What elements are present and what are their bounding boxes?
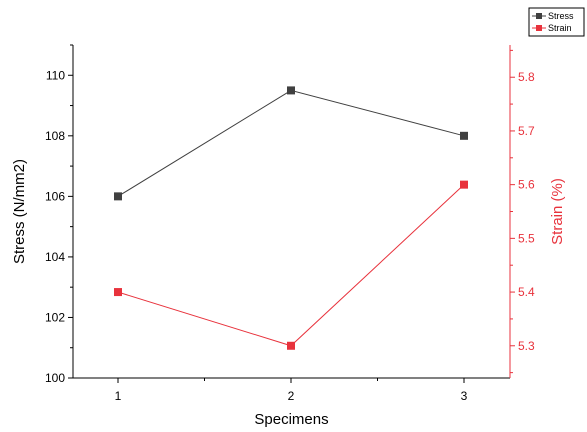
series-strain [114, 180, 468, 350]
y-right-tick-label: 5.3 [518, 339, 535, 353]
legend-marker [536, 13, 542, 19]
series-line-stress [117, 89, 465, 197]
y-left-tick-label: 108 [45, 129, 65, 143]
chart-series [114, 86, 468, 350]
x-tick-label: 1 [115, 389, 122, 403]
x-tick-label: 3 [461, 389, 468, 403]
data-point-strain [460, 180, 468, 189]
y-left-tick-label: 102 [45, 310, 65, 324]
y-left-tick-label: 104 [45, 250, 65, 264]
y-left-tick-label: 110 [46, 68, 65, 82]
legend-box [528, 7, 585, 37]
series-line-strain [117, 184, 465, 347]
legend-entry-stress: Stress [532, 11, 574, 21]
legend-label: Strain [548, 23, 572, 33]
legend-marker [536, 25, 542, 31]
x-tick-label: 2 [288, 389, 295, 403]
y-axis-left-title: Stress (N/mm2) [11, 159, 28, 264]
chart-axes: 1 2 3 100 102 104 106 108 110 5.3 5.4 5.5 5.6 5.7 5.8 [45, 44, 535, 403]
y-right-tick-label: 5.7 [518, 124, 535, 138]
y-right-tick-label: 5.6 [518, 178, 535, 192]
series-stress [114, 86, 468, 201]
y-axis-right-title: Strain (%) [549, 178, 566, 245]
x-axis-title: Specimens [254, 411, 328, 428]
legend: Stress Strain [528, 7, 585, 37]
y-right-tick-label: 5.5 [518, 231, 535, 245]
legend-entry-strain: Strain [532, 23, 572, 33]
y-right-tick-label: 5.4 [518, 285, 535, 299]
y-left-tick-label: 106 [45, 189, 65, 203]
data-point-stress [460, 131, 468, 140]
data-point-stress [287, 86, 295, 95]
data-point-strain [287, 341, 295, 350]
data-point-strain [114, 288, 122, 297]
y-left-tick-label: 100 [45, 371, 65, 385]
legend-label: Stress [548, 11, 574, 21]
data-point-stress [114, 192, 122, 201]
y-right-tick-label: 5.8 [518, 70, 535, 84]
